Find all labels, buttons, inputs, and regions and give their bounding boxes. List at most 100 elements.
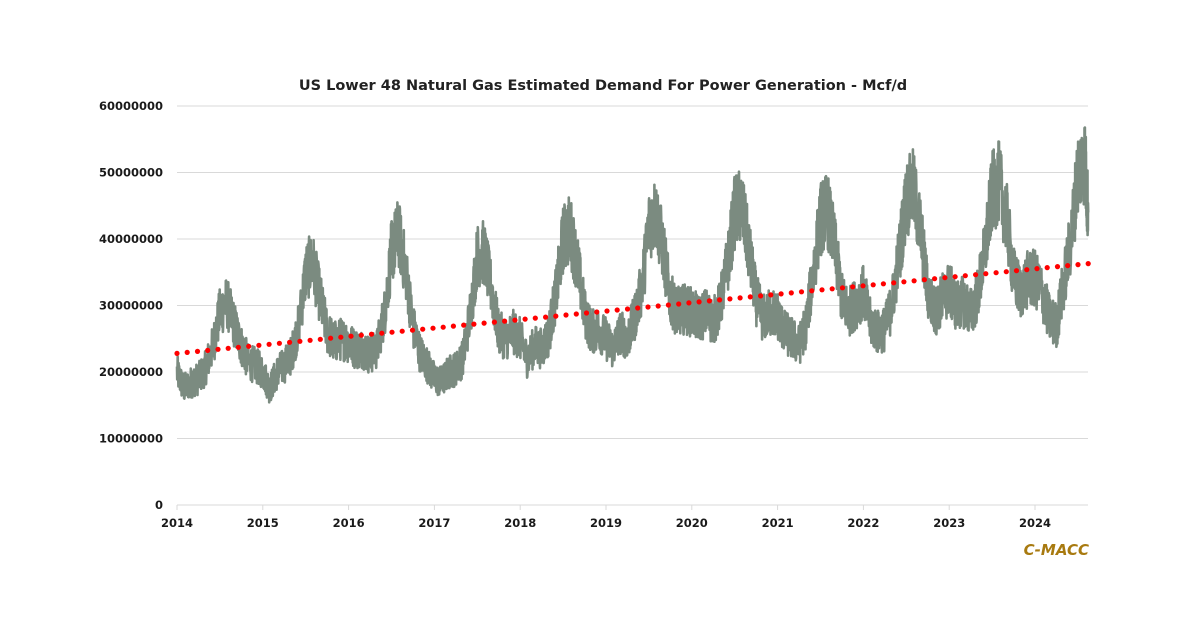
trendline-dot [778, 291, 784, 297]
trendline-dot [328, 335, 334, 341]
trendline-dot [635, 305, 641, 311]
trendline-dot [409, 327, 416, 333]
trendline-dot [276, 340, 282, 346]
trendline-dot [747, 294, 753, 300]
x-tick-label: 2017 [418, 516, 450, 530]
trendline-dot [604, 308, 610, 314]
trendline-dot [860, 283, 866, 289]
x-tick-label: 2014 [161, 516, 193, 530]
trendline-dot [1054, 264, 1061, 270]
trendline-dot [440, 324, 446, 330]
trendline-dot [215, 346, 221, 352]
trendline-dot [1085, 261, 1091, 267]
gridlines [177, 105, 1088, 506]
y-tick-label: 60000000 [99, 99, 163, 113]
trendline-dot [573, 311, 579, 317]
x-tick-label: 2021 [762, 516, 794, 530]
trendline-dot [839, 285, 846, 291]
series-line-demand [175, 126, 1090, 404]
trendline-dot [686, 300, 692, 306]
x-tick-label: 2016 [333, 516, 365, 530]
brand-annotation: C-MACC [1024, 541, 1089, 559]
x-tick-label: 2019 [590, 516, 622, 530]
trendline-dot [307, 337, 313, 343]
trendline-dot [829, 286, 835, 292]
x-axis-ticks: 2014 2015 2016 2017 2018 2019 2020 2021 2022 2023… [161, 505, 1051, 530]
trendline-dot [901, 279, 907, 285]
trendline-dot [962, 273, 968, 279]
trendline-dot [655, 303, 661, 309]
trendline-dot [911, 278, 917, 284]
x-tick-label: 2015 [247, 516, 279, 530]
trendline-dot [532, 315, 538, 321]
trendline-dot [174, 350, 180, 356]
trendline-dot [1065, 263, 1071, 269]
trendline-dot [1034, 266, 1040, 272]
trendline-dot [645, 304, 651, 310]
trendline-dot [543, 314, 549, 320]
chart-title: US Lower 48 Natural Gas Estimated Demand… [299, 78, 907, 94]
trendline-dot [563, 312, 569, 318]
x-tick-label: 2022 [847, 516, 879, 530]
trendline-dot [522, 316, 528, 322]
trendline-dot [768, 292, 774, 298]
trendline-dot [676, 301, 682, 307]
trendline-dot [614, 307, 620, 313]
series-layer [174, 126, 1091, 404]
trendline-dot [880, 281, 887, 287]
trendline-dot [696, 299, 702, 305]
trendline-dot [973, 272, 979, 278]
trendline-dot [993, 270, 999, 276]
y-axis-ticks: 0 10000000 20000000 30000000 40000000 5000000… [99, 99, 163, 512]
y-tick-label: 50000000 [99, 166, 163, 180]
trendline-dot [706, 298, 713, 304]
y-tick-label: 40000000 [99, 232, 163, 246]
y-tick-label: 30000000 [99, 299, 163, 313]
trendline-dot [194, 348, 201, 354]
trendline-dot [932, 276, 938, 282]
trendline-dot [399, 328, 405, 334]
trendline-dot [471, 321, 477, 327]
trendline-dot [809, 288, 815, 294]
trendline-dot [870, 282, 876, 288]
trendline-dot [297, 338, 303, 344]
trendline-dot [1024, 267, 1030, 273]
trendline-dot [583, 310, 590, 316]
trendline-dot [983, 271, 989, 277]
x-tick-label: 2020 [676, 516, 708, 530]
trendline-dot [348, 333, 354, 339]
trendline-dot [461, 322, 467, 328]
x-tick-label: 2023 [933, 516, 965, 530]
trendline-dot [1003, 269, 1009, 275]
y-tick-label: 0 [155, 498, 163, 512]
trendline-dot [727, 296, 733, 302]
trendline-dot [942, 275, 948, 281]
trendline-dot [317, 336, 323, 342]
trendline-dot [717, 297, 723, 303]
trendline-dot [952, 274, 958, 280]
trendline-dot [850, 284, 856, 290]
trendline-dot [184, 349, 190, 355]
trendline-dot [665, 302, 672, 308]
x-tick-label: 2018 [504, 516, 536, 530]
trendline-dot [225, 345, 231, 351]
trendline-dot [594, 309, 600, 315]
trendline-dot [512, 317, 518, 323]
trendline-dot [798, 289, 805, 295]
trendline-dot [205, 347, 211, 353]
x-tick-label: 2024 [1019, 516, 1051, 530]
trendline-dot [502, 318, 508, 324]
trendline-dot [491, 319, 497, 325]
trendline-dot [788, 290, 794, 296]
trendline-dot [819, 287, 825, 293]
trendline-dot [266, 341, 272, 347]
trendline-dot [420, 326, 426, 332]
trendline-dot [379, 330, 385, 336]
trendline-dot [246, 343, 252, 349]
trendline-dot [1075, 262, 1081, 268]
trendline-dot [287, 339, 293, 345]
trendline-dot [450, 323, 456, 329]
trendline-dot [758, 293, 764, 299]
trendline-dot [389, 329, 395, 335]
trendline-dot [553, 313, 559, 319]
